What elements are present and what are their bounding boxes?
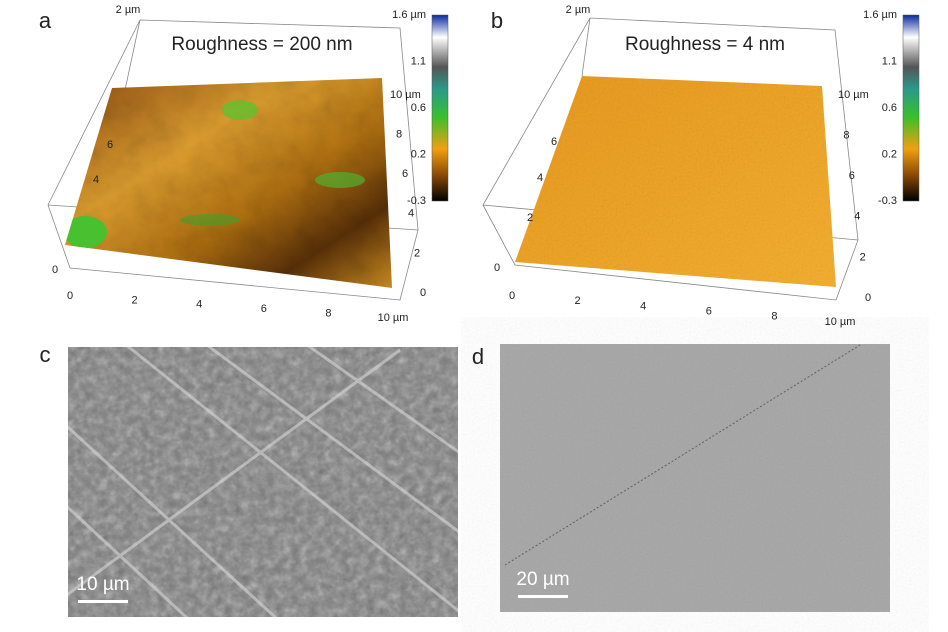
y-tick-label: 8 [843,130,849,142]
z-tick-label: 4 [93,174,99,186]
y-tick-label: 10 µm [838,89,869,101]
z-tick-label: 4 [537,172,543,184]
y-tick-label: 4 [408,208,414,220]
afm-texture-b [515,76,836,287]
scale-bar-label: 10 µm [76,574,129,595]
y-tick-label: 0 [420,287,426,299]
x-tick-label: 8 [325,308,331,320]
colorbar-label: 1.1 [411,55,426,67]
z-tick-label: 2 µm [566,4,591,16]
x-tick-label: 6 [261,303,267,315]
colorbar [431,14,449,202]
colorbar-label: 0.2 [882,148,897,160]
scale-bar [518,595,568,598]
x-tick-label: 0 [509,290,515,302]
colorbar-label: 1.6 µm [863,9,897,21]
z-tick-label: 0 [494,262,500,274]
panel-title: Roughness = 4 nm [625,34,785,55]
panel-label: a [39,8,52,33]
panel-label: b [491,8,503,33]
scale-bar [78,600,128,603]
x-tick-label: 0 [67,290,73,302]
scale-bar-label: 20 µm [516,569,569,590]
colorbar [902,14,920,202]
x-tick-label: 2 [575,295,581,307]
y-tick-label: 0 [865,292,871,304]
colorbar-label: 0.6 [882,102,897,114]
colorbar-label: -0.3 [878,195,897,207]
z-tick-label: 2 µm [116,4,141,16]
z-tick-label: 2 [527,212,533,224]
z-tick-label: 6 [107,139,113,151]
x-tick-label: 2 [132,294,138,306]
colorbar-label: -0.3 [407,195,426,207]
colorbar-label: 0.6 [411,102,426,114]
panel-label: d [472,344,484,369]
x-tick-label: 6 [706,306,712,318]
x-tick-label: 4 [196,299,202,311]
sem-texture-d [500,344,890,612]
x-tick-label: 10 µm [825,316,856,328]
y-tick-label: 2 [860,251,866,263]
panel-label: c [40,342,51,367]
afm-green-a [65,100,365,248]
z-tick-label: 0 [52,264,58,276]
y-tick-label: 10 µm [390,89,421,101]
y-tick-label: 6 [849,170,855,182]
colorbar-label: 1.1 [882,55,897,67]
x-tick-label: 10 µm [378,312,409,324]
panel-title: Roughness = 200 nm [171,34,352,55]
z-tick-label: 6 [551,136,557,148]
colorbar-label: 1.6 µm [392,9,426,21]
sem-scratches-c [68,347,458,617]
x-tick-label: 4 [640,300,646,312]
y-tick-label: 4 [854,211,860,223]
y-tick-label: 6 [402,168,408,180]
y-tick-label: 8 [396,129,402,141]
y-tick-label: 2 [414,247,420,259]
x-tick-label: 8 [771,311,777,323]
sem-scratch-d [504,344,861,566]
colorbar-label: 0.2 [411,148,426,160]
